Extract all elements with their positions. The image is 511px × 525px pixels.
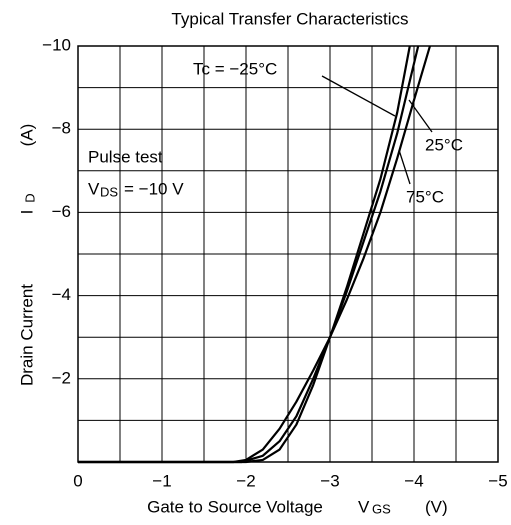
y-tick-label: −2 [52,368,71,387]
x-tick-label: −4 [404,471,423,490]
y-axis-label: Drain Current [17,284,36,386]
series-line [78,45,432,464]
y-axis-subscript: D [22,193,37,202]
chart-title: Typical Transfer Characteristics [171,9,408,28]
x-tick-label: −5 [488,471,507,490]
series-line [78,45,411,464]
x-axis-subscript: GS [372,501,391,516]
annotation: Pulse test [88,147,163,166]
x-axis-label: Gate to Source Voltage [147,497,323,516]
legend-label: 75°C [406,187,444,206]
x-tick-label: −2 [236,471,255,490]
y-axis-symbol: I [17,210,36,215]
legend-label: Tc = −25°C [193,59,277,78]
x-tick-label: −3 [320,471,339,490]
plot-frame [77,45,499,463]
x-axis-unit: (V) [425,497,448,516]
annotation-subscript: DS [100,184,118,199]
annotation: V [88,179,100,198]
legend-label: 25°C [425,135,463,154]
series-line [78,45,420,464]
y-tick-label: −10 [42,35,71,54]
y-tick-label: −4 [52,285,71,304]
x-axis-symbol: V [358,497,370,516]
leader-line [398,149,411,185]
y-tick-label: −6 [52,202,71,221]
y-tick-label: −8 [52,119,71,138]
leader-line [321,75,396,117]
x-tick-label: 0 [73,471,82,490]
x-tick-label: −1 [152,471,171,490]
y-axis-unit: (A) [17,124,36,147]
annotation: = −10 V [124,179,184,198]
